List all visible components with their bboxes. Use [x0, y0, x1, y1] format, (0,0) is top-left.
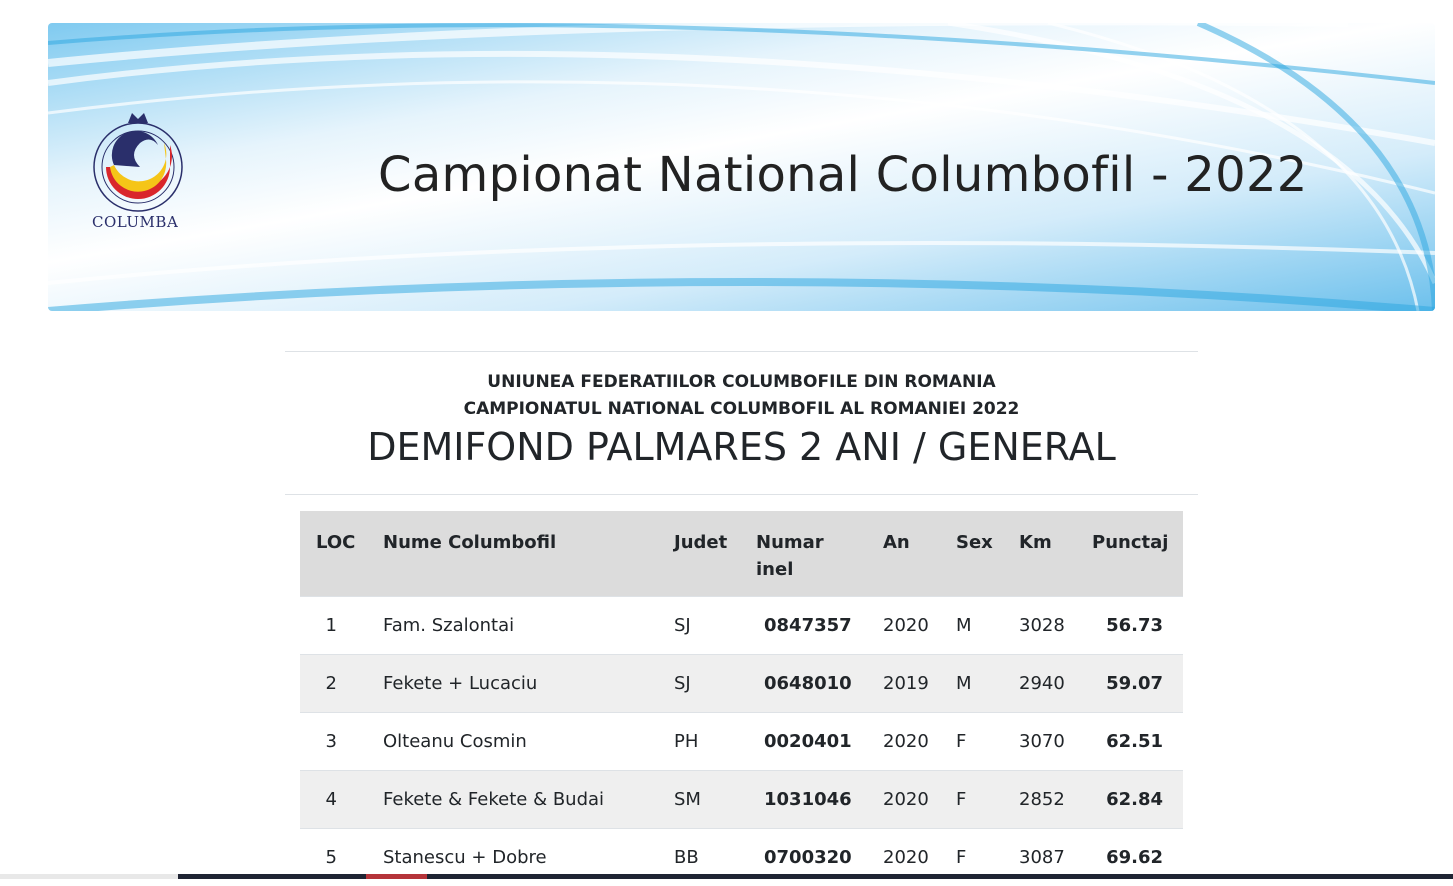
cell-km: 3028: [1019, 614, 1065, 636]
col-km: Km: [1019, 532, 1052, 553]
taskbar-search[interactable]: [0, 874, 178, 879]
cell-points: 62.84: [1106, 788, 1163, 810]
cell-km: 2852: [1019, 788, 1065, 810]
cell-name: Fekete & Fekete & Budai: [383, 788, 605, 810]
cell-judet: SJ: [674, 614, 691, 636]
col-year: An: [883, 532, 910, 553]
cell-ring: 0700320: [764, 846, 852, 868]
taskbar-active-app[interactable]: [366, 874, 427, 879]
cell-km: 3070: [1019, 730, 1065, 752]
cell-points: 59.07: [1106, 672, 1163, 694]
cell-name: Fam. Szalontai: [383, 614, 515, 636]
cell-loc: 1: [325, 614, 337, 636]
cell-points: 56.73: [1106, 614, 1163, 636]
col-sex: Sex: [956, 532, 993, 553]
cell-sex: F: [956, 846, 967, 868]
wave-background: [48, 23, 1435, 311]
cell-name: Fekete + Lucaciu: [383, 672, 538, 694]
cell-judet: PH: [674, 730, 699, 752]
col-loc: LOC: [316, 532, 356, 553]
cell-km: 3087: [1019, 846, 1065, 868]
cell-loc: 4: [325, 788, 337, 810]
cell-points: 69.62: [1106, 846, 1163, 868]
col-points: Punctaj: [1092, 532, 1169, 553]
cell-year: 2020: [883, 614, 929, 636]
columba-logo: [93, 113, 183, 212]
logo-text: COLUMBA: [92, 213, 179, 231]
banner-title: Campionat National Columbofil - 2022: [378, 147, 1308, 203]
cell-name: Stanescu + Dobre: [383, 846, 547, 868]
cell-judet: BB: [674, 846, 699, 868]
championship-name: CAMPIONATUL NATIONAL COLUMBOFIL AL ROMAN…: [463, 399, 1020, 419]
col-judet: Judet: [674, 532, 728, 553]
cell-year: 2020: [883, 846, 929, 868]
col-ring: Numar inel: [756, 532, 824, 580]
divider: [285, 494, 1198, 495]
cell-ring: 1031046: [764, 788, 852, 810]
table-row: 1 Fam. Szalontai SJ 0847357 2020 M 3028 56.73: [300, 596, 1183, 654]
cell-ring: 0020401: [764, 730, 852, 752]
header-banner: COLUMBA Campionat National Columbofil - …: [48, 23, 1435, 311]
divider: [285, 351, 1198, 352]
cell-year: 2020: [883, 788, 929, 810]
cell-loc: 2: [325, 672, 337, 694]
cell-year: 2019: [883, 672, 929, 694]
federation-name: UNIUNEA FEDERATIILOR COLUMBOFILE DIN ROM…: [487, 372, 996, 392]
cell-judet: SM: [674, 788, 701, 810]
taskbar: [0, 874, 1453, 879]
cell-sex: M: [956, 614, 972, 636]
cell-sex: F: [956, 788, 967, 810]
cell-sex: F: [956, 730, 967, 752]
cell-points: 62.51: [1106, 730, 1163, 752]
cell-name: Olteanu Cosmin: [383, 730, 527, 752]
cell-loc: 5: [325, 846, 337, 868]
col-name: Nume Columbofil: [383, 532, 557, 553]
cell-km: 2940: [1019, 672, 1065, 694]
table-row: 4 Fekete & Fekete & Budai SM 1031046 2020 F 28…: [300, 770, 1183, 828]
cell-judet: SJ: [674, 672, 691, 694]
cell-ring: 0847357: [764, 614, 852, 636]
cell-sex: M: [956, 672, 972, 694]
table-row: 2 Fekete + Lucaciu SJ 0648010 2019 M 2940 59.07: [300, 654, 1183, 712]
table-row: 3 Olteanu Cosmin PH 0020401 2020 F 3070 62.51: [300, 712, 1183, 770]
cell-loc: 3: [325, 730, 337, 752]
table-header-row: LOC Nume Columbofil Judet Numar inel An …: [300, 511, 1183, 596]
page-title: DEMIFOND PALMARES 2 ANI / GENERAL: [367, 425, 1116, 469]
cell-year: 2020: [883, 730, 929, 752]
table-row: 5 Stanescu + Dobre BB 0700320 2020 F 3087 69.62: [300, 828, 1183, 886]
cell-ring: 0648010: [764, 672, 852, 694]
results-table: LOC Nume Columbofil Judet Numar inel An …: [300, 511, 1183, 886]
